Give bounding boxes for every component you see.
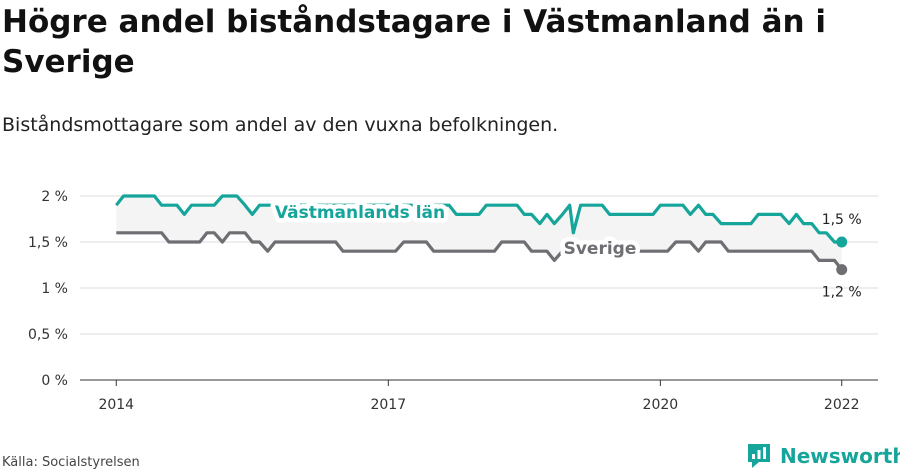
x-axis: 2014 2017 2020 2022 <box>80 379 878 413</box>
end-label-vastmanland: 1,5 % <box>822 212 862 228</box>
source-note: Källa: Socialstyrelsen <box>2 455 140 470</box>
y-tick-label: 2 % <box>41 189 68 205</box>
end-point-vastmanland <box>836 236 848 248</box>
chart-title: Högre andel biståndstagare i Västmanland… <box>2 4 827 80</box>
x-tick-label: 2014 <box>98 397 134 413</box>
gap-band <box>116 196 842 270</box>
y-tick-label: 0,5 % <box>28 327 68 343</box>
series-line-vastmanland <box>115 194 842 244</box>
x-tick-label: 2020 <box>643 397 679 413</box>
gridlines: 0 % 0,5 % 1 % 1,5 % 2 % <box>28 189 878 389</box>
x-tick-label: 2017 <box>370 397 406 413</box>
difference-band <box>116 196 842 270</box>
series-labels: Västmanlands län Sverige 1,5 % 1,2 % <box>270 199 862 301</box>
y-tick-label: 0 % <box>41 373 68 389</box>
y-tick-label: 1,5 % <box>28 235 68 251</box>
chart-subtitle: Biståndsmottagare som andel av den vuxna… <box>2 114 559 136</box>
brand-name: Newsworthy <box>780 444 900 468</box>
series-label-vastmanland: Västmanlands län <box>275 203 445 223</box>
newsworthy-logo-icon <box>748 444 770 468</box>
series-lines <box>115 194 843 271</box>
brand-logo: Newsworthy <box>746 442 900 470</box>
end-point-sverige <box>836 264 848 276</box>
end-label-sverige: 1,2 % <box>822 285 862 301</box>
x-tick-label: 2022 <box>824 397 860 413</box>
series-label-sverige: Sverige <box>564 239 637 259</box>
series-line-sverige <box>116 231 843 271</box>
y-tick-label: 1 % <box>41 281 68 297</box>
